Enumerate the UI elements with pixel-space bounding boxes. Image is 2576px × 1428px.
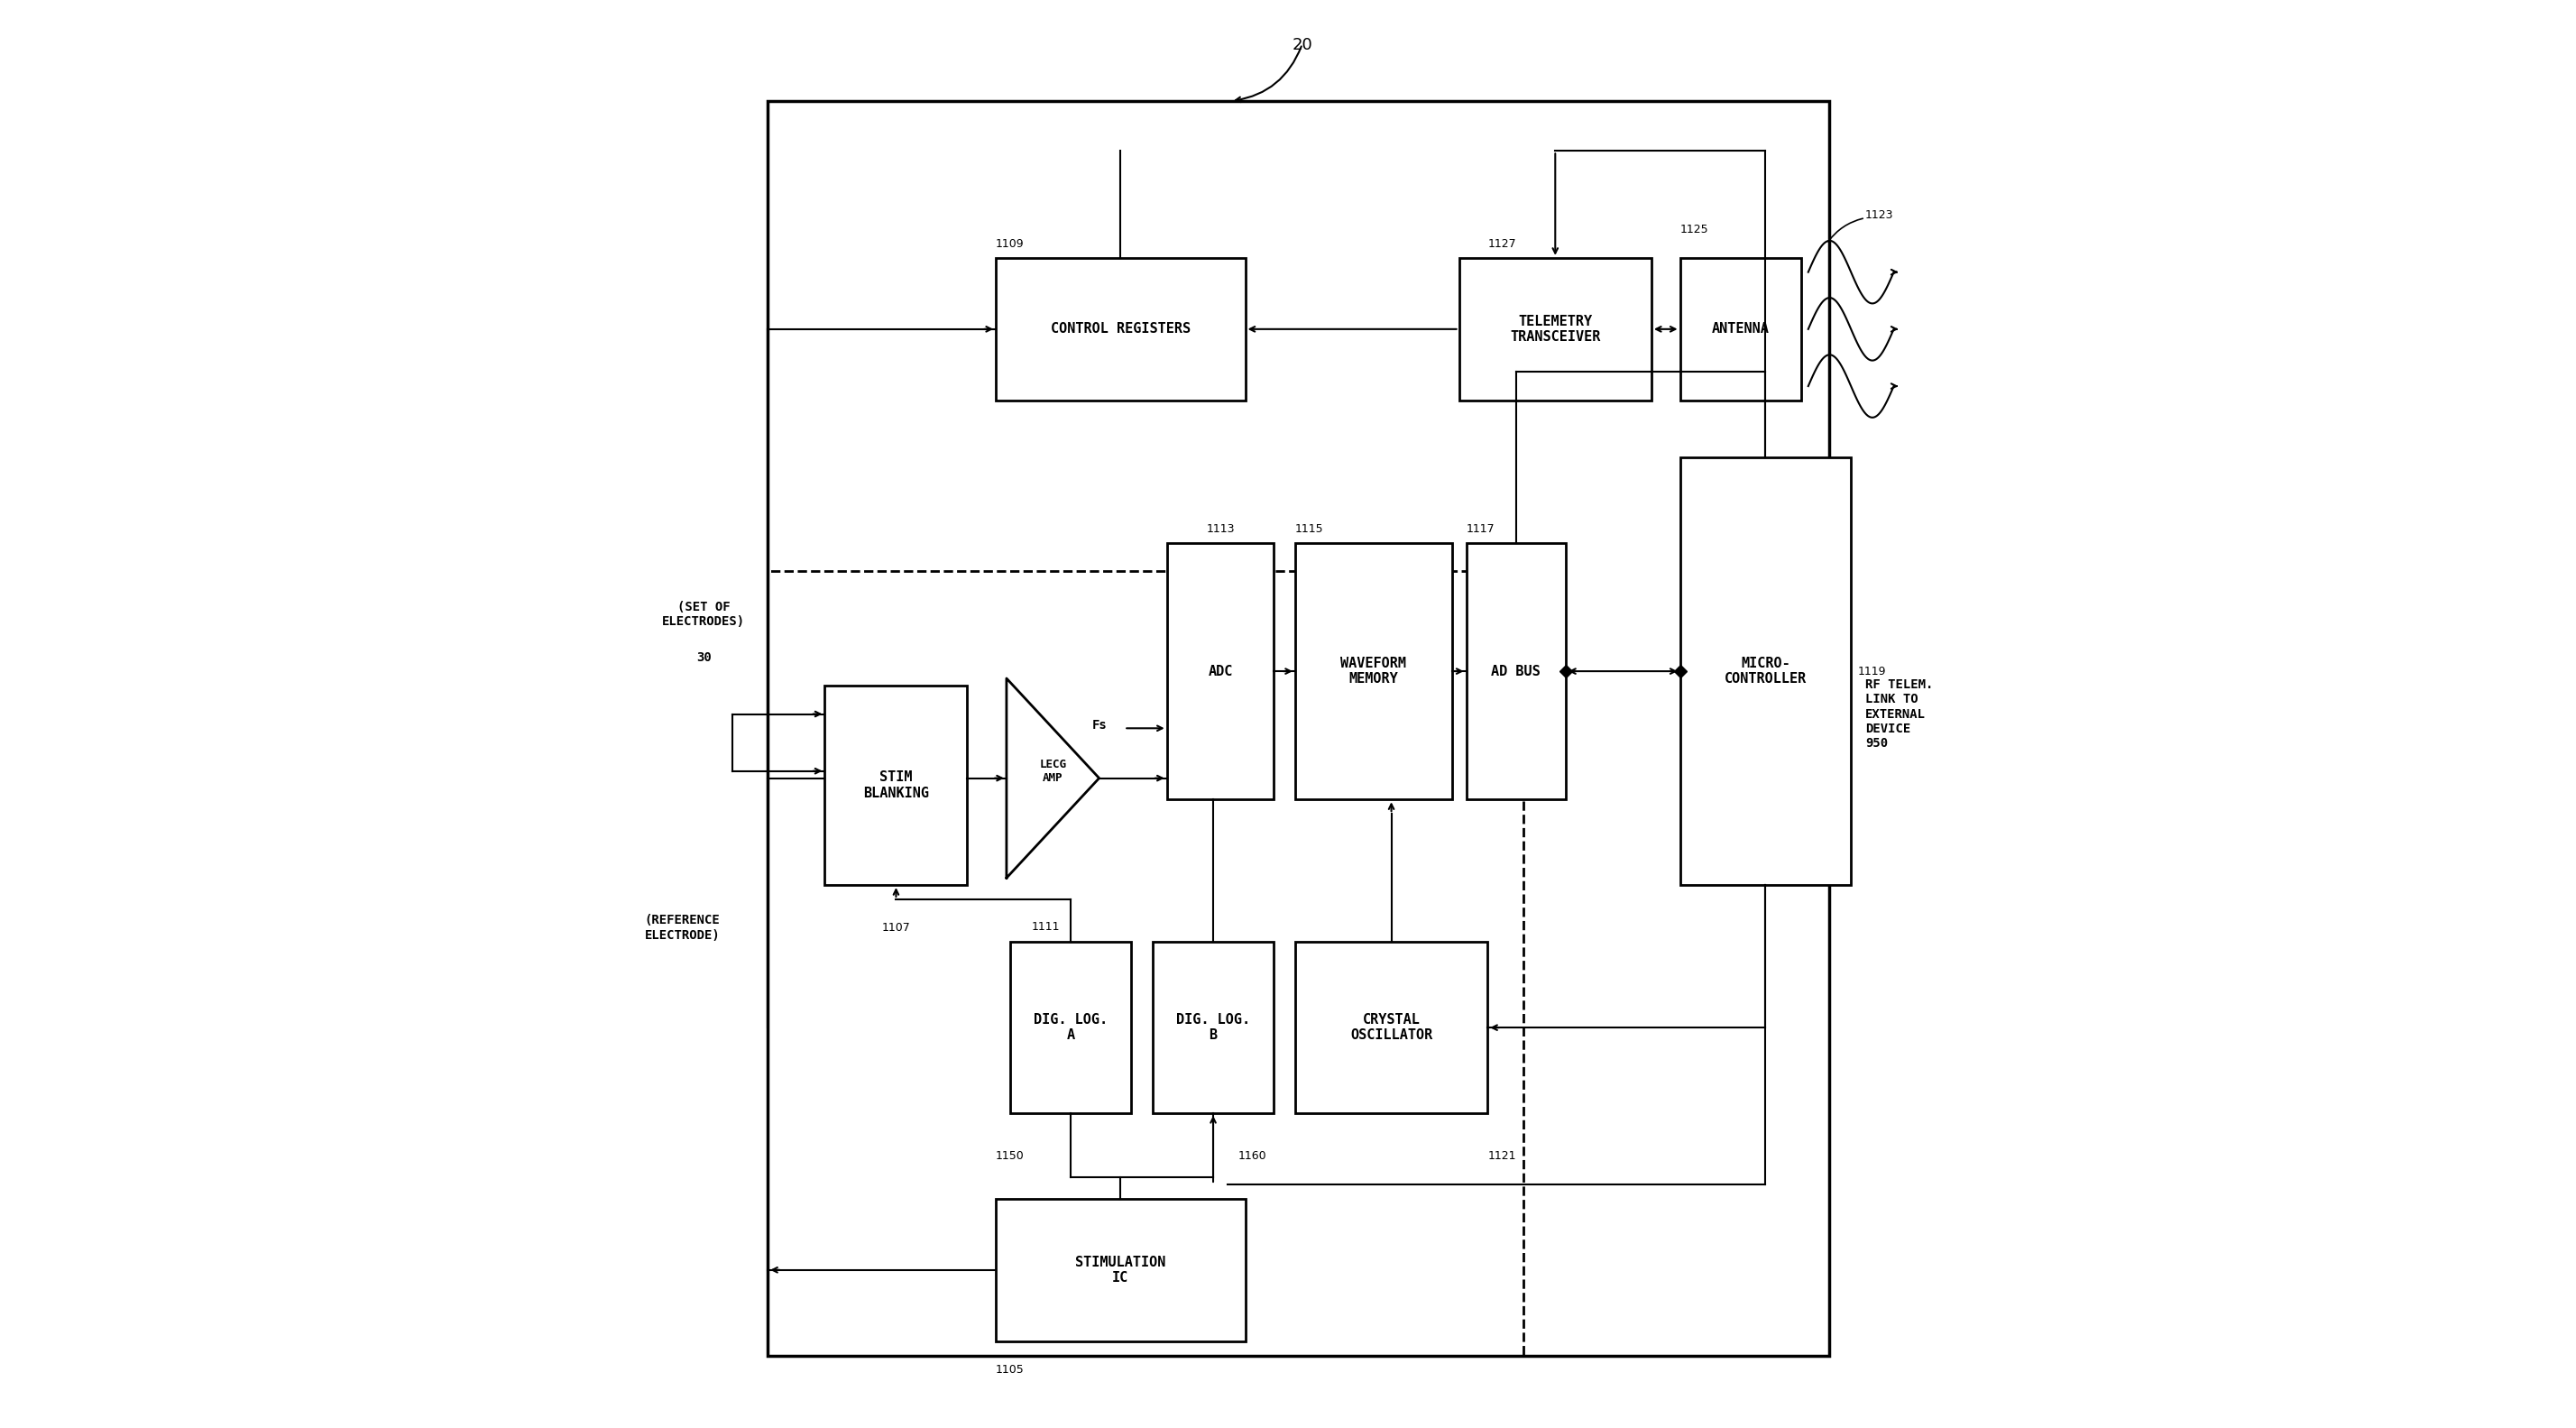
Text: 20: 20 <box>1293 37 1314 53</box>
FancyBboxPatch shape <box>1296 543 1453 800</box>
Text: 1119: 1119 <box>1857 665 1886 677</box>
Text: 1123: 1123 <box>1865 210 1893 221</box>
FancyBboxPatch shape <box>1010 942 1131 1114</box>
Text: 1109: 1109 <box>997 237 1025 250</box>
Text: 1117: 1117 <box>1466 523 1494 534</box>
Text: 1160: 1160 <box>1239 1150 1267 1162</box>
Text: 1111: 1111 <box>1030 921 1059 932</box>
Text: RF TELEM.
LINK TO
EXTERNAL
DEVICE
950: RF TELEM. LINK TO EXTERNAL DEVICE 950 <box>1865 678 1932 750</box>
Text: 1107: 1107 <box>881 922 909 934</box>
Text: WAVEFORM
MEMORY: WAVEFORM MEMORY <box>1340 657 1406 685</box>
Text: 1113: 1113 <box>1206 523 1234 534</box>
FancyBboxPatch shape <box>997 1198 1244 1341</box>
Text: CONTROL REGISTERS: CONTROL REGISTERS <box>1051 323 1190 336</box>
Text: MICRO-
CONTROLLER: MICRO- CONTROLLER <box>1723 657 1806 685</box>
Text: DIG. LOG.
B: DIG. LOG. B <box>1177 1012 1249 1042</box>
Text: 1115: 1115 <box>1296 523 1324 534</box>
FancyBboxPatch shape <box>997 258 1244 400</box>
Text: (SET OF
ELECTRODES): (SET OF ELECTRODES) <box>662 601 744 628</box>
Text: 1127: 1127 <box>1486 237 1517 250</box>
FancyBboxPatch shape <box>1466 543 1566 800</box>
Text: STIM
BLANKING: STIM BLANKING <box>863 771 930 800</box>
Text: LECG
AMP: LECG AMP <box>1038 758 1066 784</box>
FancyBboxPatch shape <box>768 101 1829 1355</box>
Text: STIMULATION
IC: STIMULATION IC <box>1074 1255 1167 1285</box>
Text: Fs: Fs <box>1092 720 1108 731</box>
Text: DIG. LOG.
A: DIG. LOG. A <box>1033 1012 1108 1042</box>
Text: 30: 30 <box>696 621 711 664</box>
Text: ADC: ADC <box>1208 664 1234 678</box>
Text: CRYSTAL
OSCILLATOR: CRYSTAL OSCILLATOR <box>1350 1012 1432 1042</box>
FancyBboxPatch shape <box>824 685 969 885</box>
FancyBboxPatch shape <box>1680 258 1801 400</box>
Text: AD BUS: AD BUS <box>1492 664 1540 678</box>
Text: TELEMETRY
TRANSCEIVER: TELEMETRY TRANSCEIVER <box>1510 314 1600 344</box>
FancyBboxPatch shape <box>1167 543 1273 800</box>
FancyBboxPatch shape <box>1680 457 1852 885</box>
Text: 1150: 1150 <box>997 1150 1025 1162</box>
Text: ANTENNA: ANTENNA <box>1710 323 1770 336</box>
Text: (REFERENCE
ELECTRODE): (REFERENCE ELECTRODE) <box>644 914 721 941</box>
Text: 1125: 1125 <box>1680 223 1708 236</box>
FancyBboxPatch shape <box>1151 942 1273 1114</box>
FancyBboxPatch shape <box>1296 942 1486 1114</box>
Text: 1105: 1105 <box>997 1364 1025 1375</box>
FancyBboxPatch shape <box>1458 258 1651 400</box>
Text: 1121: 1121 <box>1486 1150 1515 1162</box>
